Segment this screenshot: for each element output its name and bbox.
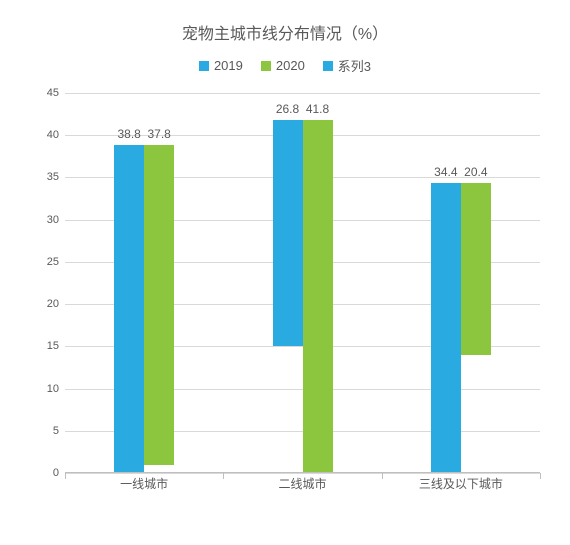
- y-tick-label: 15: [47, 340, 59, 352]
- bar-value-label: 41.8: [306, 102, 329, 116]
- legend-label: 2020: [276, 58, 305, 73]
- bar-value-label: 37.8: [147, 127, 170, 141]
- legend-swatch: [323, 61, 333, 71]
- x-axis-label: 三线及以下城市: [419, 475, 503, 492]
- chart-title: 宠物主城市线分布情况（%）: [30, 20, 540, 44]
- legend-item: 系列3: [323, 56, 371, 75]
- y-tick-label: 25: [47, 256, 59, 268]
- bar: 38.8: [114, 145, 144, 473]
- legend-swatch: [261, 61, 271, 71]
- y-tick-label: 20: [47, 298, 59, 310]
- x-axis-label: 一线城市: [120, 475, 168, 492]
- plot-area: 051015202530354045 38.837.826.841.834.42…: [65, 93, 540, 493]
- y-tick-label: 5: [53, 425, 59, 437]
- bars-area: 38.837.826.841.834.420.4: [65, 93, 540, 473]
- x-axis-labels: 一线城市 二线城市 三线及以下城市: [65, 475, 540, 493]
- y-tick-label: 45: [47, 87, 59, 99]
- bar: 34.4: [431, 183, 461, 473]
- legend-swatch: [199, 61, 209, 71]
- x-tick-mark: [540, 473, 541, 479]
- bar: 41.8: [303, 120, 333, 473]
- y-tick-label: 35: [47, 171, 59, 183]
- bar-value-label: 26.8: [276, 102, 299, 116]
- y-tick-label: 40: [47, 129, 59, 141]
- y-tick-label: 10: [47, 383, 59, 395]
- x-tick-mark: [223, 473, 224, 479]
- bar-group: 38.837.8: [114, 145, 174, 473]
- bar: 26.8: [273, 120, 303, 346]
- bar-value-label: 20.4: [464, 165, 487, 179]
- chart-container: 宠物主城市线分布情况（%） 2019 2020 系列3 0 5 10 15 20 25 30 35…: [0, 0, 570, 545]
- bar-group: 34.420.4: [431, 183, 491, 473]
- bar: 20.4: [461, 183, 491, 355]
- bar-group: 26.841.8: [273, 120, 333, 473]
- gridline: [65, 473, 540, 474]
- legend-item: 2020: [261, 56, 305, 75]
- y-tick-label: 0: [53, 467, 59, 479]
- legend-item: 2019: [199, 56, 243, 75]
- x-axis-line: [65, 472, 540, 473]
- bar-value-label: 34.4: [434, 165, 457, 179]
- y-tick-label: 30: [47, 214, 59, 226]
- legend: 2019 2020 系列3: [30, 56, 540, 75]
- y-axis: 051015202530354045: [30, 93, 65, 473]
- legend-label: 系列3: [338, 56, 371, 75]
- bar-value-label: 38.8: [117, 127, 140, 141]
- x-tick-mark: [65, 473, 66, 479]
- bar: 37.8: [144, 145, 174, 464]
- legend-label: 2019: [214, 58, 243, 73]
- x-axis-label: 二线城市: [278, 475, 326, 492]
- x-tick-mark: [382, 473, 383, 479]
